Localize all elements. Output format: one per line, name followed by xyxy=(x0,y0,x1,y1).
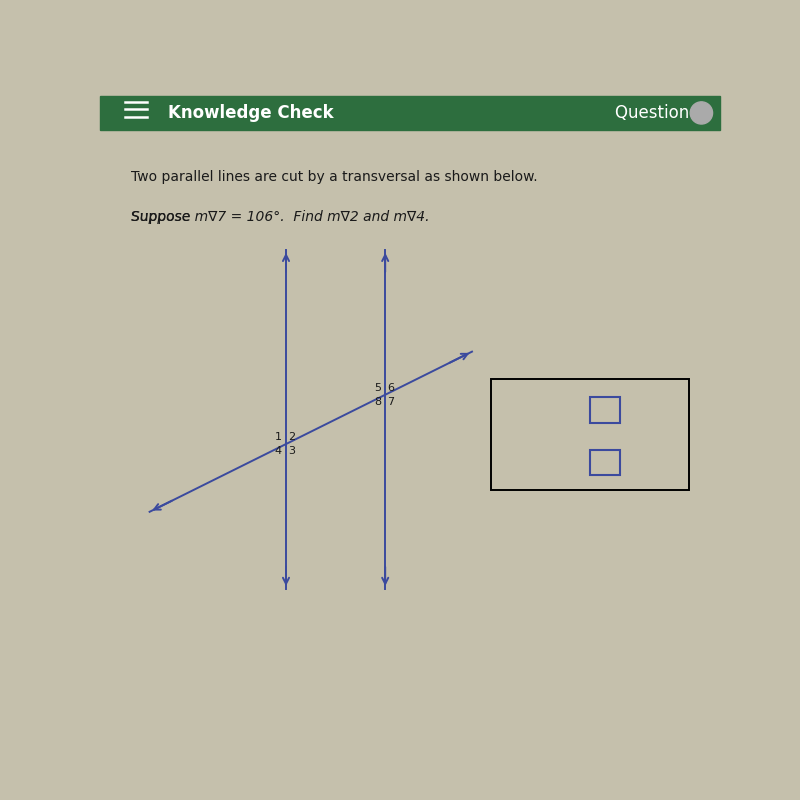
Circle shape xyxy=(690,102,713,124)
Text: m∄2 =: m∄2 = xyxy=(510,403,561,418)
Text: Suppose m∇7 = 106°.  Find m∇2 and m∇4.: Suppose m∇7 = 106°. Find m∇2 and m∇4. xyxy=(131,210,430,224)
Text: Two parallel lines are cut by a transversal as shown below.: Two parallel lines are cut by a transver… xyxy=(131,170,538,184)
Text: °: ° xyxy=(625,455,631,470)
Text: Knowledge Check: Knowledge Check xyxy=(168,104,334,122)
Text: 3: 3 xyxy=(288,446,295,456)
Text: 1: 1 xyxy=(275,432,282,442)
Text: 5: 5 xyxy=(374,382,382,393)
Bar xyxy=(490,379,689,490)
Text: 2: 2 xyxy=(288,432,295,442)
Text: Suppose: Suppose xyxy=(131,210,194,224)
Text: 4: 4 xyxy=(275,446,282,456)
Text: °: ° xyxy=(625,403,631,418)
Bar xyxy=(100,96,720,130)
Text: 6: 6 xyxy=(387,382,394,393)
Text: m∄4 =: m∄4 = xyxy=(510,455,561,470)
Text: 7: 7 xyxy=(387,397,394,406)
Bar xyxy=(590,398,619,423)
Bar xyxy=(590,450,619,475)
Text: Question 8: Question 8 xyxy=(614,104,705,122)
Text: 8: 8 xyxy=(374,397,382,406)
